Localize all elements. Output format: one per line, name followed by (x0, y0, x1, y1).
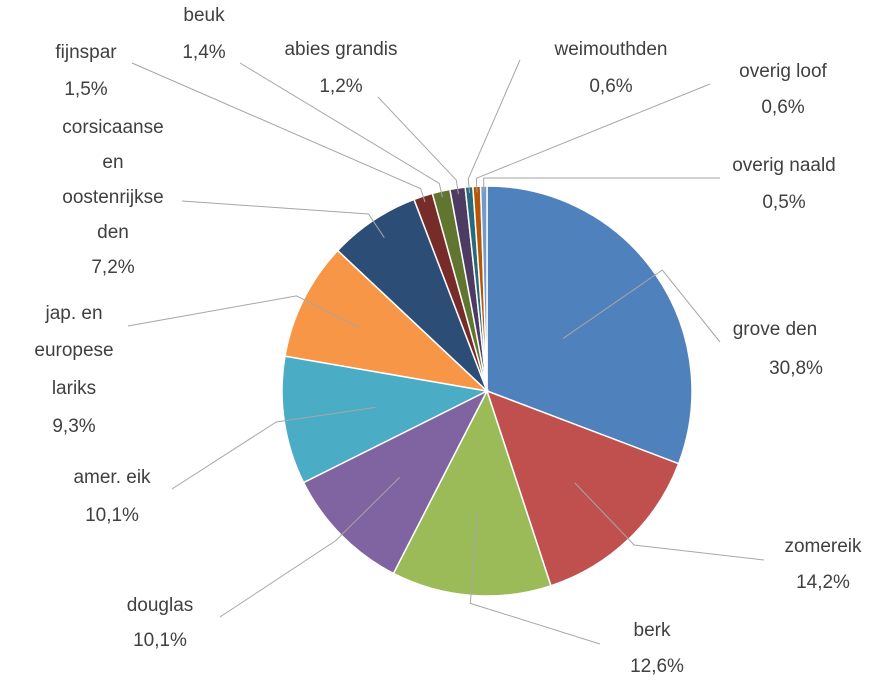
slice-label: zomereik (784, 536, 862, 557)
leader-line (377, 96, 459, 195)
slice-label: en (102, 152, 123, 173)
pie-slices (281, 185, 693, 597)
slice-value-label: 14,2% (796, 572, 850, 593)
slice-label: fijnspar (55, 42, 117, 63)
leader-line (467, 59, 521, 193)
leader-line (562, 269, 721, 343)
slice-label: overig loof (739, 61, 827, 82)
slice-label: europese (34, 340, 113, 361)
slice-value-label: 0,6% (589, 76, 632, 97)
slice-label: lariks (52, 378, 96, 399)
slice-value-label: 10,1% (85, 505, 139, 526)
slice-value-label: 10,1% (133, 630, 187, 651)
slice-label: berk (634, 620, 671, 641)
slice-label: grove den (733, 319, 818, 340)
slice-label: den (97, 222, 129, 243)
slice-label: corsicaanse (62, 117, 163, 138)
slice-value-label: 9,3% (52, 416, 95, 437)
slice-label: jap. en (44, 303, 102, 324)
leader-line (483, 177, 721, 193)
leader-line (574, 482, 765, 561)
leader-line (219, 477, 400, 618)
leader-line (131, 62, 426, 203)
leader-line (181, 200, 385, 238)
slice-value-label: 1,4% (182, 42, 225, 63)
slice-value-label: 7,2% (91, 257, 134, 278)
data-labels: grove den 30,8% zomereik 14,2% berk 12,6% doug… (34, 5, 862, 677)
slice-label: abies grandis (284, 39, 397, 60)
slice-value-label: 0,6% (761, 97, 804, 118)
slice-label: oostenrijkse (62, 187, 163, 208)
slice-label: beuk (183, 5, 225, 26)
slice-label: overig naald (732, 155, 836, 176)
leader-line (475, 83, 711, 193)
slice-value-label: 1,2% (319, 76, 362, 97)
slice-value-label: 30,8% (769, 358, 823, 379)
leader-line (127, 295, 359, 328)
leader-line (239, 62, 443, 198)
leader-line (469, 513, 601, 645)
leader-lines (127, 59, 765, 645)
leader-line (171, 406, 376, 490)
slice-value-label: 12,6% (630, 656, 684, 677)
slice-value-label: 1,5% (64, 79, 107, 100)
slice-label: douglas (127, 595, 194, 616)
slice-label: weimouthden (553, 39, 667, 60)
slice-value-label: 0,5% (762, 192, 805, 213)
slice-label: amer. eik (73, 467, 151, 488)
